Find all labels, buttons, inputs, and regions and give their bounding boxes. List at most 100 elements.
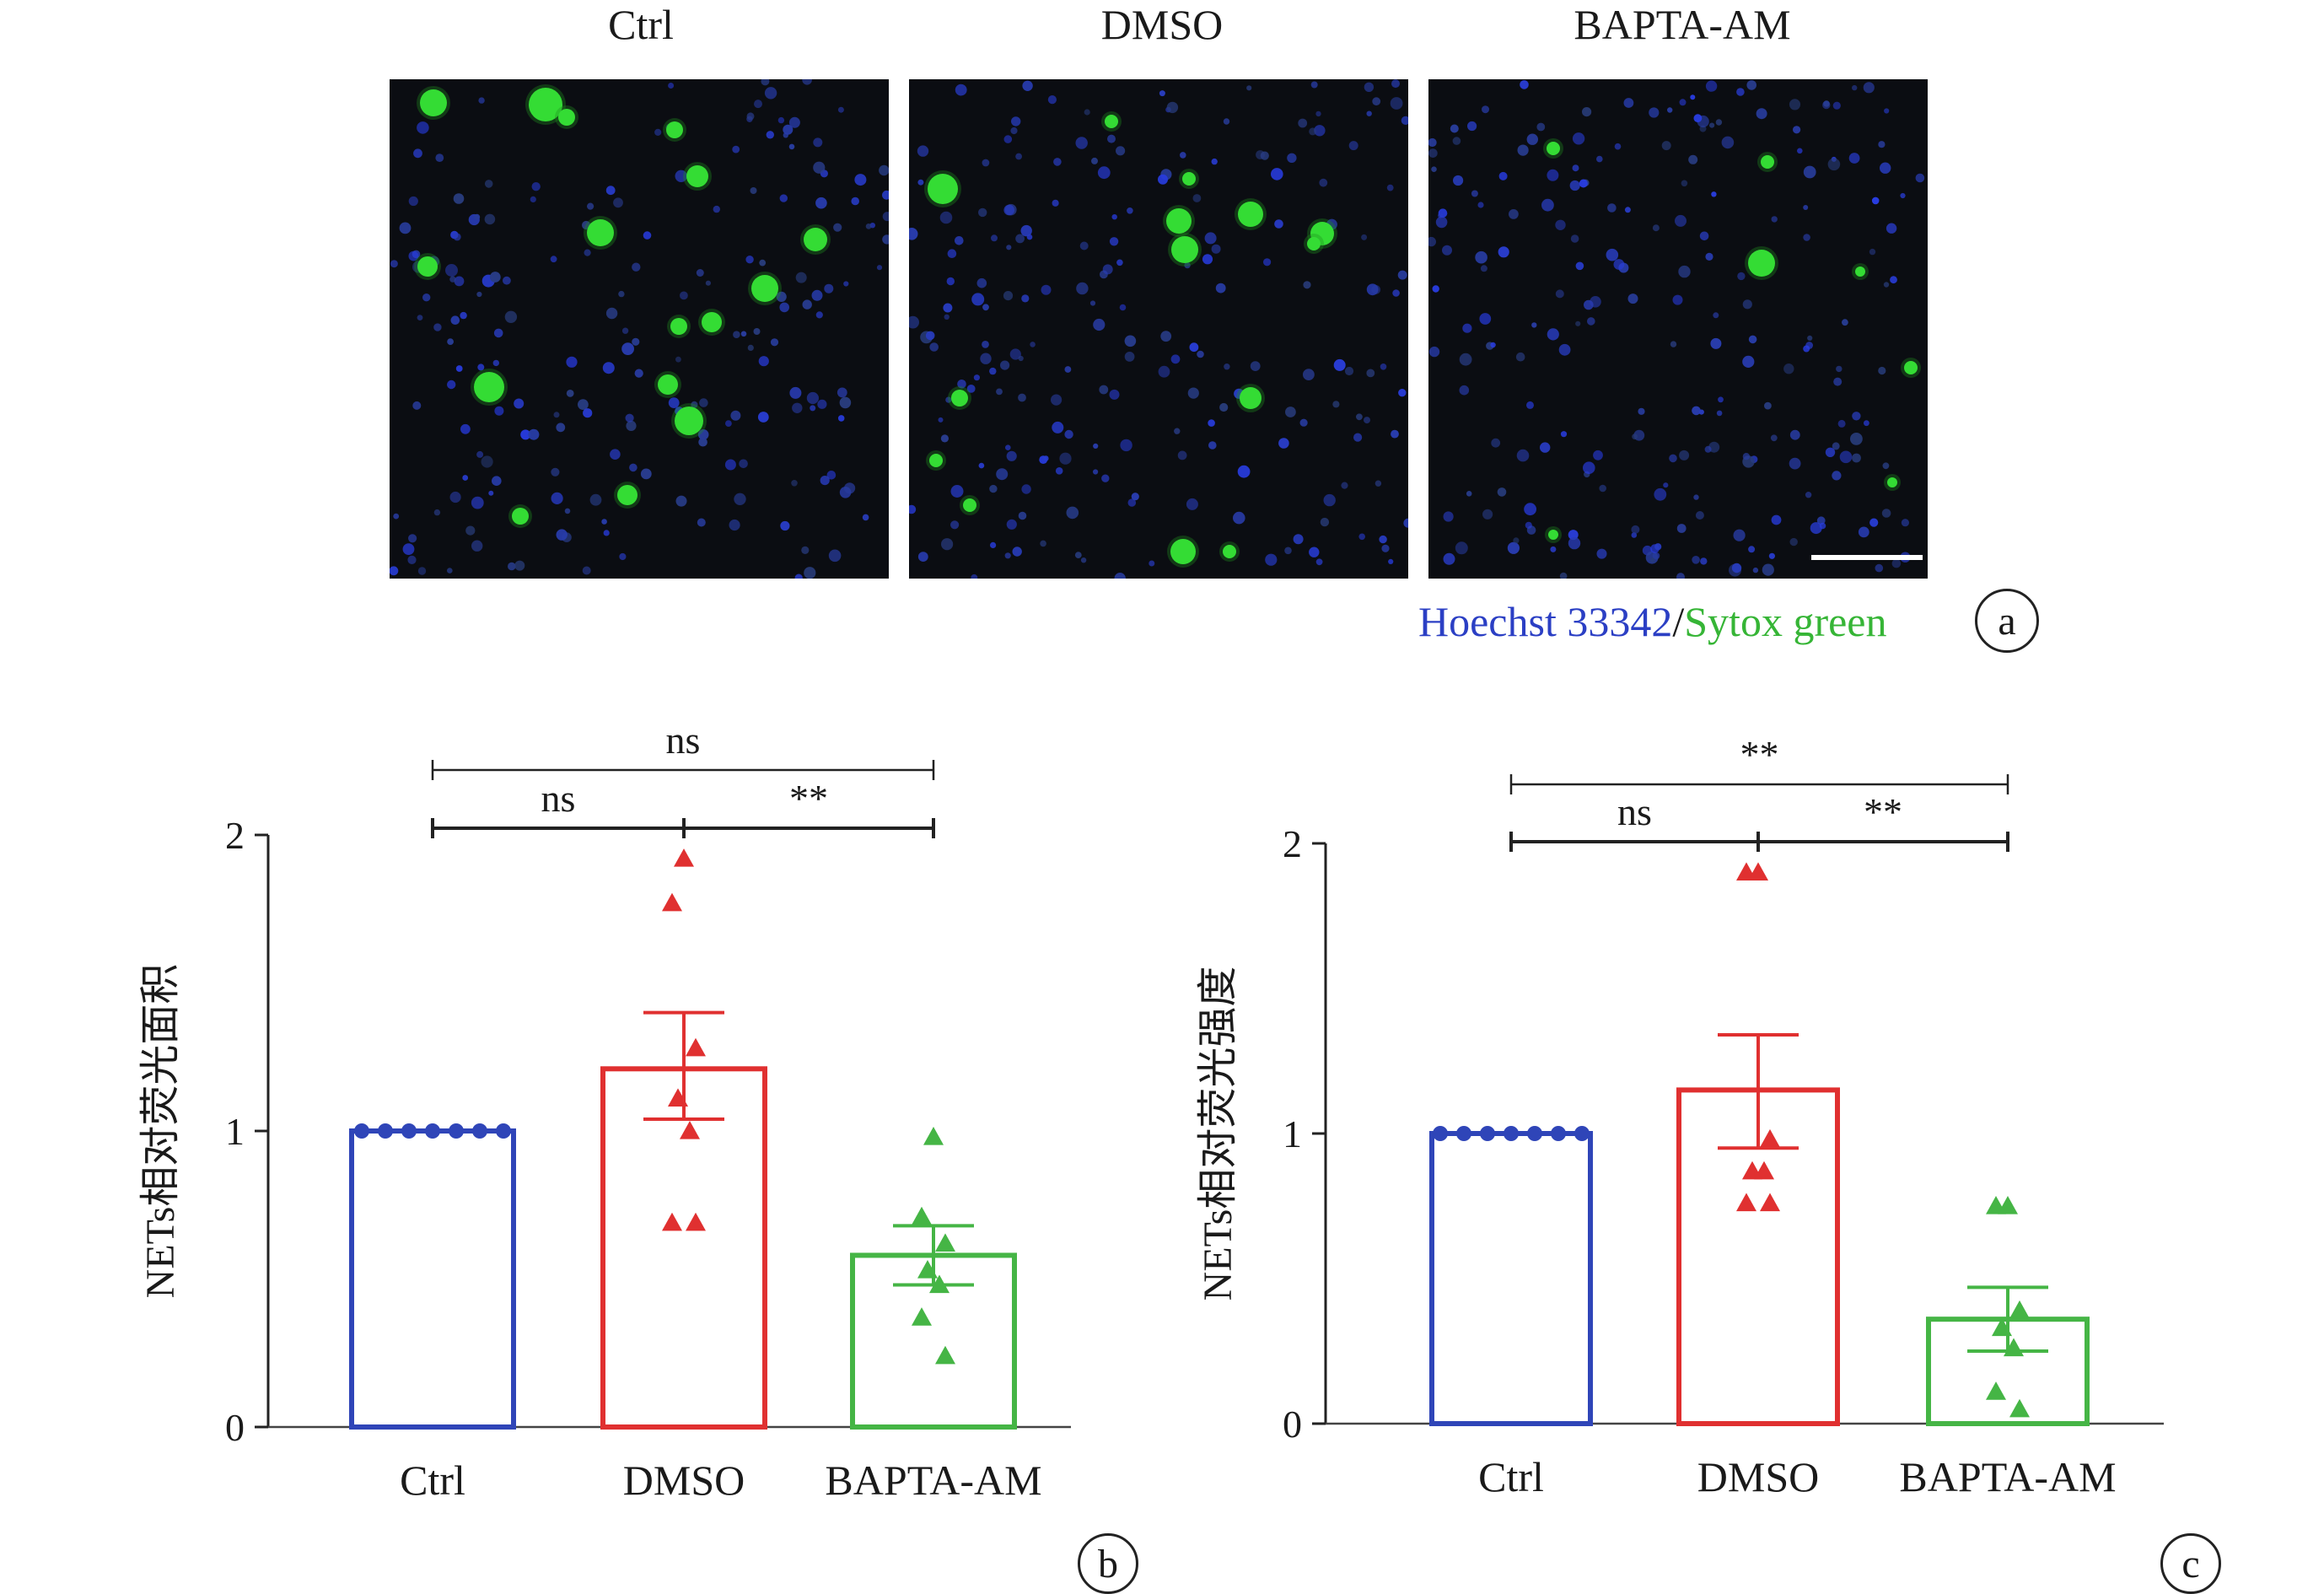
nucleus-cell xyxy=(1250,361,1261,371)
nucleus-cell xyxy=(1204,232,1217,245)
net-cell xyxy=(1547,142,1560,155)
nucleus-cell xyxy=(514,560,525,571)
nucleus-cell xyxy=(745,256,754,264)
nucleus-cell xyxy=(1055,467,1063,475)
nucleus-cell xyxy=(770,338,779,347)
nucleus-cell xyxy=(837,387,847,398)
sig-label: ** xyxy=(1740,733,1779,776)
nucleus-cell xyxy=(1246,85,1252,91)
nucleus-cell xyxy=(1401,116,1408,125)
nucleus-cell xyxy=(407,555,417,565)
nucleus-cell xyxy=(1432,285,1439,293)
nucleus-cell xyxy=(865,223,872,229)
data-point xyxy=(668,1088,688,1107)
nucleus-cell xyxy=(489,272,501,283)
bar-0 xyxy=(349,1128,516,1430)
nucleus-cell xyxy=(1731,563,1742,574)
nucleus-cell xyxy=(1517,144,1529,156)
nucleus-cell xyxy=(1047,95,1057,105)
nucleus-cell xyxy=(1080,557,1087,563)
nucleus-cell xyxy=(1477,202,1484,208)
nucleus-cell xyxy=(826,471,837,480)
nucleus-cell xyxy=(618,290,625,298)
nucleus-cell xyxy=(1442,245,1452,256)
nucleus-cell xyxy=(843,281,849,287)
nucleus-cell xyxy=(1064,366,1072,373)
nucleus-cell xyxy=(1721,136,1735,149)
nucleus-cell xyxy=(1606,248,1619,261)
data-point xyxy=(662,892,682,912)
nucleus-cell xyxy=(1174,428,1181,434)
nucleus-cell xyxy=(1891,558,1902,568)
nucleus-cell xyxy=(1649,557,1655,563)
nucleus-cell xyxy=(938,417,944,423)
nucleus-cell xyxy=(668,83,675,89)
nucleus-cell xyxy=(1482,509,1493,520)
nucleus-cell xyxy=(1490,342,1496,348)
nucleus-cell xyxy=(1159,90,1165,97)
x-tick-label: Ctrl xyxy=(400,1457,465,1504)
nucleus-cell xyxy=(625,413,634,423)
nucleus-cell xyxy=(619,552,627,561)
nucleus-cell xyxy=(1211,158,1218,165)
data-point xyxy=(912,1206,932,1225)
data-point xyxy=(935,1345,955,1365)
y-tick-label: 0 xyxy=(1283,1403,1302,1446)
nucleus-cell xyxy=(1120,439,1132,452)
nucleus-cell xyxy=(957,380,966,389)
x-tick-label: Ctrl xyxy=(1478,1453,1544,1500)
nucleus-cell xyxy=(632,337,640,346)
nucleus-cell xyxy=(1520,80,1529,89)
panel-label-c: c xyxy=(2160,1533,2221,1594)
nucleus-cell xyxy=(1575,320,1581,326)
nucleus-cell xyxy=(971,293,985,306)
nucleus-cell xyxy=(632,262,641,272)
nucleus-cell xyxy=(1018,355,1024,362)
nucleus-cell xyxy=(1428,346,1440,358)
nucleus-cell xyxy=(1582,107,1592,117)
nucleus-cell xyxy=(1540,442,1551,453)
nucleus-cell xyxy=(1348,141,1358,151)
nucleus-cell xyxy=(399,222,412,234)
nucleus-cell xyxy=(1358,533,1365,541)
nucleus-cell xyxy=(494,406,504,416)
data-point xyxy=(401,1123,417,1139)
nucleus-cell xyxy=(1698,409,1704,415)
nucleus-cell xyxy=(1041,284,1052,295)
nucleus-cell xyxy=(1011,116,1021,127)
nucleus-cell xyxy=(982,341,989,348)
y-tick-label: 0 xyxy=(225,1406,245,1449)
net-cell xyxy=(963,498,976,512)
nucleus-cell xyxy=(1890,276,1897,284)
net-cell xyxy=(1887,477,1897,487)
nucleus-cell xyxy=(1084,109,1090,116)
nucleus-cell xyxy=(989,367,997,375)
nucleus-cell xyxy=(460,423,471,434)
nucleus-cell xyxy=(753,328,761,335)
nucleus-cell xyxy=(802,299,812,310)
nucleus-cell xyxy=(1116,259,1123,267)
nucleus-cell xyxy=(1284,547,1292,555)
nucleus-cell xyxy=(1709,122,1715,128)
nucleus-cell xyxy=(1716,410,1723,417)
nucleus-cell xyxy=(553,412,560,418)
nucleus-cell xyxy=(530,196,536,202)
nucleus-cell xyxy=(1274,219,1283,229)
data-point xyxy=(680,1121,700,1139)
nucleus-cell xyxy=(817,399,827,409)
nucleus-cell xyxy=(1003,204,1014,216)
nucleus-cell xyxy=(1805,492,1812,498)
nucleus-cell xyxy=(1793,126,1801,134)
nucleus-cell xyxy=(1398,389,1407,397)
nucleus-cell xyxy=(917,552,928,562)
nucleus-cell xyxy=(1170,354,1181,364)
data-point xyxy=(2009,1300,2030,1319)
nucleus-cell xyxy=(589,493,602,506)
nucleus-cell xyxy=(492,359,499,367)
data-point xyxy=(1527,1126,1542,1141)
nucleus-cell xyxy=(626,420,637,431)
nucleus-cell xyxy=(1742,355,1755,368)
nucleus-cell xyxy=(1733,529,1746,541)
nucleus-cell xyxy=(1863,82,1875,94)
nucleus-cell xyxy=(564,508,571,514)
